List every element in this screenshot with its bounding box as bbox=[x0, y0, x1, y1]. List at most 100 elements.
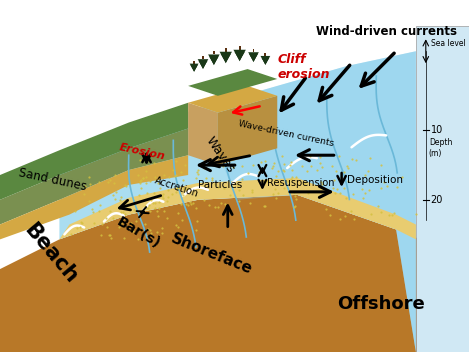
Point bbox=[393, 184, 401, 190]
Point bbox=[377, 185, 384, 191]
Point bbox=[248, 187, 256, 193]
Point bbox=[178, 217, 186, 223]
Polygon shape bbox=[233, 50, 246, 60]
Point bbox=[117, 220, 125, 226]
Point bbox=[301, 181, 309, 186]
Point bbox=[144, 206, 152, 211]
Point bbox=[175, 185, 182, 191]
Point bbox=[383, 184, 391, 189]
Point bbox=[343, 163, 351, 169]
Point bbox=[257, 160, 264, 165]
Bar bbox=[193, 61, 195, 64]
Point bbox=[81, 183, 89, 189]
Point bbox=[193, 170, 201, 175]
Text: Waves: Waves bbox=[203, 135, 237, 176]
Point bbox=[181, 162, 189, 167]
Point bbox=[150, 190, 157, 196]
Polygon shape bbox=[191, 65, 198, 72]
Point bbox=[229, 165, 237, 170]
Point bbox=[280, 161, 288, 167]
Polygon shape bbox=[59, 178, 416, 239]
Point bbox=[145, 226, 152, 232]
Point bbox=[174, 224, 182, 230]
Point bbox=[249, 162, 257, 168]
Point bbox=[350, 216, 358, 222]
Point bbox=[137, 185, 145, 191]
Point bbox=[159, 225, 166, 231]
Point bbox=[341, 213, 349, 219]
Point bbox=[318, 181, 326, 187]
Point bbox=[184, 202, 192, 208]
Point bbox=[270, 191, 277, 196]
Text: Wind-driven currents: Wind-driven currents bbox=[316, 25, 456, 38]
Point bbox=[255, 169, 263, 175]
Point bbox=[122, 183, 129, 189]
Point bbox=[105, 179, 112, 185]
Polygon shape bbox=[235, 52, 245, 61]
Text: Bar(s): Bar(s) bbox=[114, 215, 163, 251]
Point bbox=[173, 189, 180, 194]
Point bbox=[377, 209, 385, 215]
Point bbox=[156, 185, 164, 191]
Point bbox=[380, 179, 388, 184]
Point bbox=[412, 211, 419, 217]
Point bbox=[147, 230, 155, 236]
Point bbox=[235, 187, 243, 193]
Point bbox=[152, 178, 160, 183]
Point bbox=[139, 209, 147, 215]
Point bbox=[71, 208, 79, 213]
Point bbox=[344, 165, 351, 171]
Polygon shape bbox=[59, 51, 416, 352]
Point bbox=[388, 212, 396, 218]
Point bbox=[290, 189, 298, 194]
Polygon shape bbox=[200, 63, 206, 69]
Bar bbox=[253, 49, 255, 52]
Point bbox=[116, 224, 123, 230]
Point bbox=[358, 186, 365, 192]
Polygon shape bbox=[218, 96, 277, 165]
Point bbox=[201, 158, 209, 164]
Point bbox=[340, 185, 347, 190]
Point bbox=[76, 225, 84, 230]
Point bbox=[386, 212, 393, 218]
Point bbox=[390, 210, 397, 216]
Point bbox=[288, 167, 296, 173]
Point bbox=[335, 153, 342, 159]
Point bbox=[344, 178, 352, 184]
Point bbox=[105, 232, 112, 238]
Point bbox=[120, 200, 128, 205]
Point bbox=[161, 208, 168, 213]
Point bbox=[208, 175, 216, 181]
Point bbox=[348, 209, 356, 214]
Point bbox=[187, 201, 195, 207]
Point bbox=[142, 181, 150, 186]
Point bbox=[398, 175, 406, 180]
Point bbox=[161, 172, 168, 178]
Text: Wave-driven currents: Wave-driven currents bbox=[237, 119, 335, 148]
Point bbox=[142, 174, 149, 180]
Polygon shape bbox=[188, 86, 277, 113]
Text: Erosion: Erosion bbox=[119, 143, 167, 162]
Polygon shape bbox=[190, 64, 199, 71]
Point bbox=[128, 227, 135, 233]
Point bbox=[106, 177, 113, 183]
Point bbox=[274, 169, 282, 174]
Point bbox=[73, 225, 81, 231]
Point bbox=[179, 193, 187, 198]
Point bbox=[219, 163, 227, 169]
Point bbox=[97, 202, 104, 208]
Polygon shape bbox=[261, 58, 269, 64]
Point bbox=[194, 171, 202, 177]
Polygon shape bbox=[261, 56, 270, 64]
Point bbox=[173, 185, 181, 191]
Point bbox=[111, 173, 119, 178]
Point bbox=[336, 216, 344, 221]
Point bbox=[331, 190, 338, 195]
Bar bbox=[202, 56, 204, 59]
Point bbox=[262, 159, 269, 164]
Point bbox=[137, 177, 145, 183]
Point bbox=[272, 195, 280, 200]
Point bbox=[177, 169, 185, 175]
Point bbox=[280, 167, 287, 173]
Point bbox=[279, 153, 286, 159]
